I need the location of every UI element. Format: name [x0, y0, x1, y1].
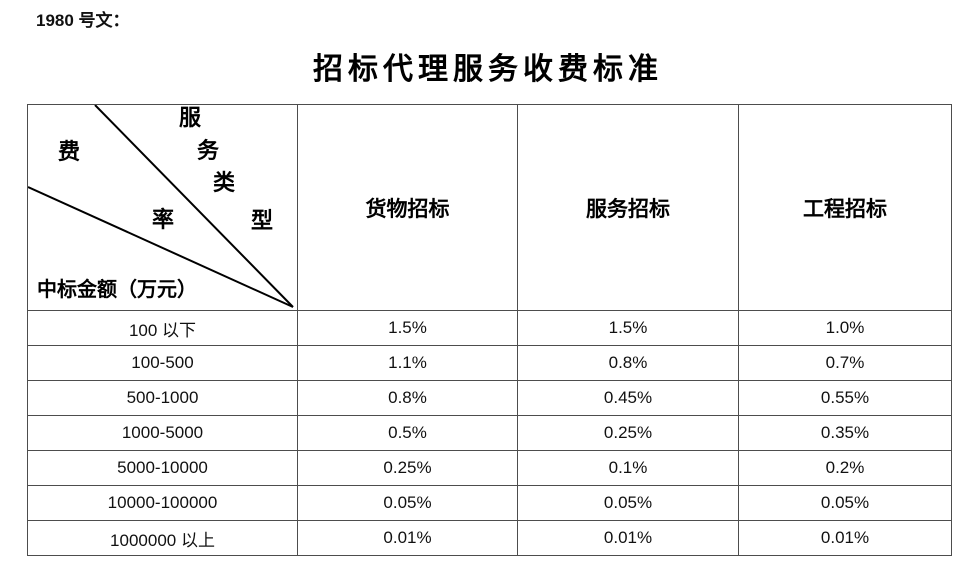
rate-value: 0.01%: [517, 520, 739, 556]
table-row: 100-500 1.1% 0.8% 0.7%: [27, 345, 952, 381]
diag-type-char-2: 务: [197, 138, 220, 163]
rate-value: 1.5%: [297, 310, 518, 346]
rate-value: 0.2%: [738, 450, 952, 486]
rate-value: 0.05%: [297, 485, 518, 521]
column-header-goods: 货物招标: [297, 104, 518, 311]
row-label: 1000000 以上: [27, 520, 298, 556]
rate-value: 0.8%: [297, 380, 518, 416]
rate-value: 1.0%: [738, 310, 952, 346]
diag-amount-label: 中标金额（万元）: [37, 279, 197, 301]
row-label: 10000-100000: [27, 485, 298, 521]
diag-type-char-3: 类: [213, 170, 236, 195]
rate-value: 0.25%: [297, 450, 518, 486]
rate-value: 0.55%: [738, 380, 952, 416]
rate-value: 1.5%: [517, 310, 739, 346]
diag-rate-char-1: 费: [58, 139, 81, 164]
table-row: 1000000 以上 0.01% 0.01% 0.01%: [27, 520, 952, 556]
rate-value: 0.7%: [738, 345, 952, 381]
rate-value: 0.1%: [517, 450, 739, 486]
column-header-engineering: 工程招标: [738, 104, 952, 311]
diagonal-line-upper: [94, 105, 294, 308]
table-row: 10000-100000 0.05% 0.05% 0.05%: [27, 485, 952, 521]
table-header-row: 服 务 类 型 费 率 中标金额（万元） 货物招标 服务招标 工程招标: [27, 104, 952, 311]
table-row: 1000-5000 0.5% 0.25% 0.35%: [27, 415, 952, 451]
row-label: 100 以下: [27, 310, 298, 346]
diagonal-lines: [28, 105, 294, 308]
rate-value: 1.1%: [297, 345, 518, 381]
rate-value: 0.05%: [517, 485, 739, 521]
fee-standard-table: 服 务 类 型 费 率 中标金额（万元） 货物招标 服务招标 工程招标 100 …: [27, 104, 952, 556]
diag-type-char-4: 型: [251, 208, 274, 233]
table-row: 500-1000 0.8% 0.45% 0.55%: [27, 380, 952, 416]
diagonal-header-cell: 服 务 类 型 费 率 中标金额（万元）: [27, 104, 298, 311]
rate-value: 0.35%: [738, 415, 952, 451]
row-label: 100-500: [27, 345, 298, 381]
rate-value: 0.01%: [297, 520, 518, 556]
rate-value: 0.5%: [297, 415, 518, 451]
rate-value: 0.25%: [517, 415, 739, 451]
row-label: 1000-5000: [27, 415, 298, 451]
row-label: 500-1000: [27, 380, 298, 416]
rate-value: 0.05%: [738, 485, 952, 521]
table-row: 5000-10000 0.25% 0.1% 0.2%: [27, 450, 952, 486]
rate-value: 0.45%: [517, 380, 739, 416]
row-label: 5000-10000: [27, 450, 298, 486]
doc-number: 1980 号文：: [36, 11, 130, 30]
diagonal-line-lower: [28, 186, 294, 308]
column-header-services: 服务招标: [517, 104, 739, 311]
page-title: 招标代理服务收费标准: [313, 53, 663, 86]
diag-rate-char-2: 率: [152, 207, 175, 232]
rate-value: 0.8%: [517, 345, 739, 381]
rate-value: 0.01%: [738, 520, 952, 556]
diag-type-char-1: 服: [179, 105, 202, 130]
table-row: 100 以下 1.5% 1.5% 1.0%: [27, 310, 952, 346]
